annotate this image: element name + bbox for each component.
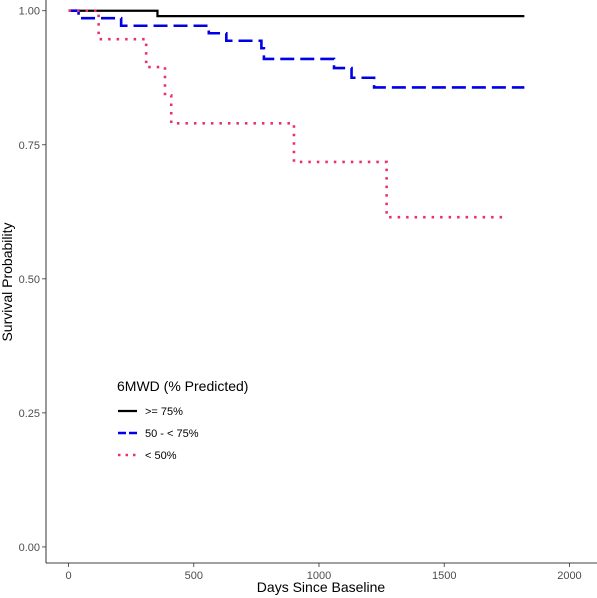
x-ticks: 0 500 1000 1500 2000 xyxy=(65,563,582,582)
y-ticks: 0.00 0.25 0.50 0.75 1.00 xyxy=(19,6,46,554)
legend: 6MWD (% Predicted) >= 75% 50 - < 75% < 50% xyxy=(117,378,248,462)
legend-label-0: >= 75% xyxy=(145,406,183,418)
x-tick-label: 500 xyxy=(185,570,203,582)
x-tick-label: 2000 xyxy=(557,570,581,582)
legend-title: 6MWD (% Predicted) xyxy=(117,378,248,394)
y-axis-title: Survival Probability xyxy=(0,222,15,341)
x-tick-label: 1000 xyxy=(307,570,331,582)
legend-label-1: 50 - < 75% xyxy=(145,428,199,440)
series-line-1 xyxy=(68,9,525,89)
x-axis-title: Days Since Baseline xyxy=(257,579,386,595)
x-tick-label: 0 xyxy=(65,570,71,582)
y-tick-label: 0.50 xyxy=(19,274,40,286)
axes xyxy=(45,0,597,564)
y-tick-label: 0.25 xyxy=(19,408,40,420)
series-line-0 xyxy=(68,9,525,18)
plot-area xyxy=(68,9,525,219)
x-tick-label: 1500 xyxy=(432,570,456,582)
y-tick-label: 0.75 xyxy=(19,140,40,152)
y-tick-label: 0.00 xyxy=(19,542,40,554)
y-tick-label: 1.00 xyxy=(19,6,40,18)
legend-label-2: < 50% xyxy=(145,450,177,462)
series-line-2 xyxy=(68,9,507,219)
